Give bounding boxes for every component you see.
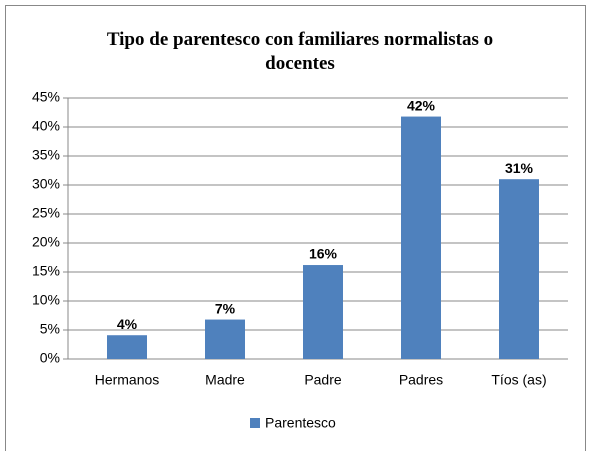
- y-tick-label: 15%: [32, 263, 60, 279]
- y-tick-label: 20%: [32, 234, 60, 250]
- legend-label: Parentesco: [265, 415, 336, 431]
- chart-title: Tipo de parentesco con familiares normal…: [106, 29, 494, 74]
- y-tick-label: 40%: [32, 118, 60, 134]
- x-tick-label: Padres: [399, 372, 443, 388]
- x-tick-label: Tíos (as): [491, 372, 546, 388]
- bar: [303, 265, 343, 359]
- legend-swatch: [250, 418, 260, 428]
- x-tick-label: Hermanos: [95, 372, 160, 388]
- bar: [499, 179, 539, 359]
- x-tick-label: Madre: [205, 372, 245, 388]
- bar: [401, 116, 441, 359]
- y-tick-label: 35%: [32, 147, 60, 163]
- y-tick-label: 5%: [40, 321, 60, 337]
- bar: [107, 335, 147, 359]
- data-label: 42%: [407, 97, 436, 113]
- y-tick-label: 25%: [32, 205, 60, 221]
- data-label: 31%: [505, 160, 534, 176]
- data-label: 7%: [215, 300, 236, 316]
- y-tick-label: 0%: [40, 350, 60, 366]
- x-tick-label: Padre: [304, 372, 342, 388]
- data-label: 4%: [117, 316, 138, 332]
- y-tick-label: 45%: [32, 89, 60, 105]
- chart-border: [5, 5, 586, 451]
- bar: [205, 319, 245, 359]
- y-tick-label: 10%: [32, 292, 60, 308]
- y-tick-label: 30%: [32, 176, 60, 192]
- data-label: 16%: [309, 246, 338, 262]
